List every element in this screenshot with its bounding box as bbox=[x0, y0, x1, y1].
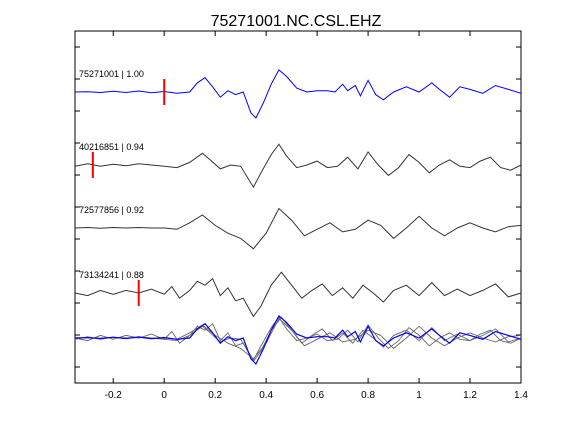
x-tick-label: 0.2 bbox=[208, 390, 222, 401]
x-tick-label: 0.4 bbox=[259, 390, 273, 401]
x-tick-label: 0.8 bbox=[361, 390, 375, 401]
x-tick-label: 1.4 bbox=[514, 390, 528, 401]
x-tick-label: 1.2 bbox=[463, 390, 477, 401]
x-tick-label: -0.2 bbox=[105, 390, 123, 401]
chart-title: 75271001.NC.CSL.EHZ bbox=[211, 13, 382, 30]
y-tick-marks bbox=[75, 46, 521, 368]
x-axis: -0.2 0 0.2 0.4 0.6 0.8 1 1.2 1.4 bbox=[105, 31, 528, 401]
trace-label: 40216851 | 0.94 bbox=[79, 142, 144, 152]
trace-stack: 75271001 | 1.00 40216851 | 0.94 72577856 |… bbox=[74, 69, 522, 318]
trace-label: 73134241 | 0.88 bbox=[79, 270, 144, 280]
overlay-traces bbox=[74, 314, 522, 366]
trace-line bbox=[74, 143, 522, 189]
trace-line bbox=[74, 69, 522, 119]
overlay-trace-line bbox=[74, 316, 522, 363]
trace-line bbox=[74, 271, 522, 318]
x-tick-label: 0 bbox=[161, 390, 167, 401]
trace-label: 75271001 | 1.00 bbox=[79, 69, 144, 79]
overlay-trace-line bbox=[74, 314, 522, 366]
x-tick-label: 1 bbox=[416, 390, 422, 401]
x-tick-label: 0.6 bbox=[310, 390, 324, 401]
trace-label: 72577856 | 0.92 bbox=[79, 205, 144, 215]
trace-line bbox=[74, 207, 522, 250]
